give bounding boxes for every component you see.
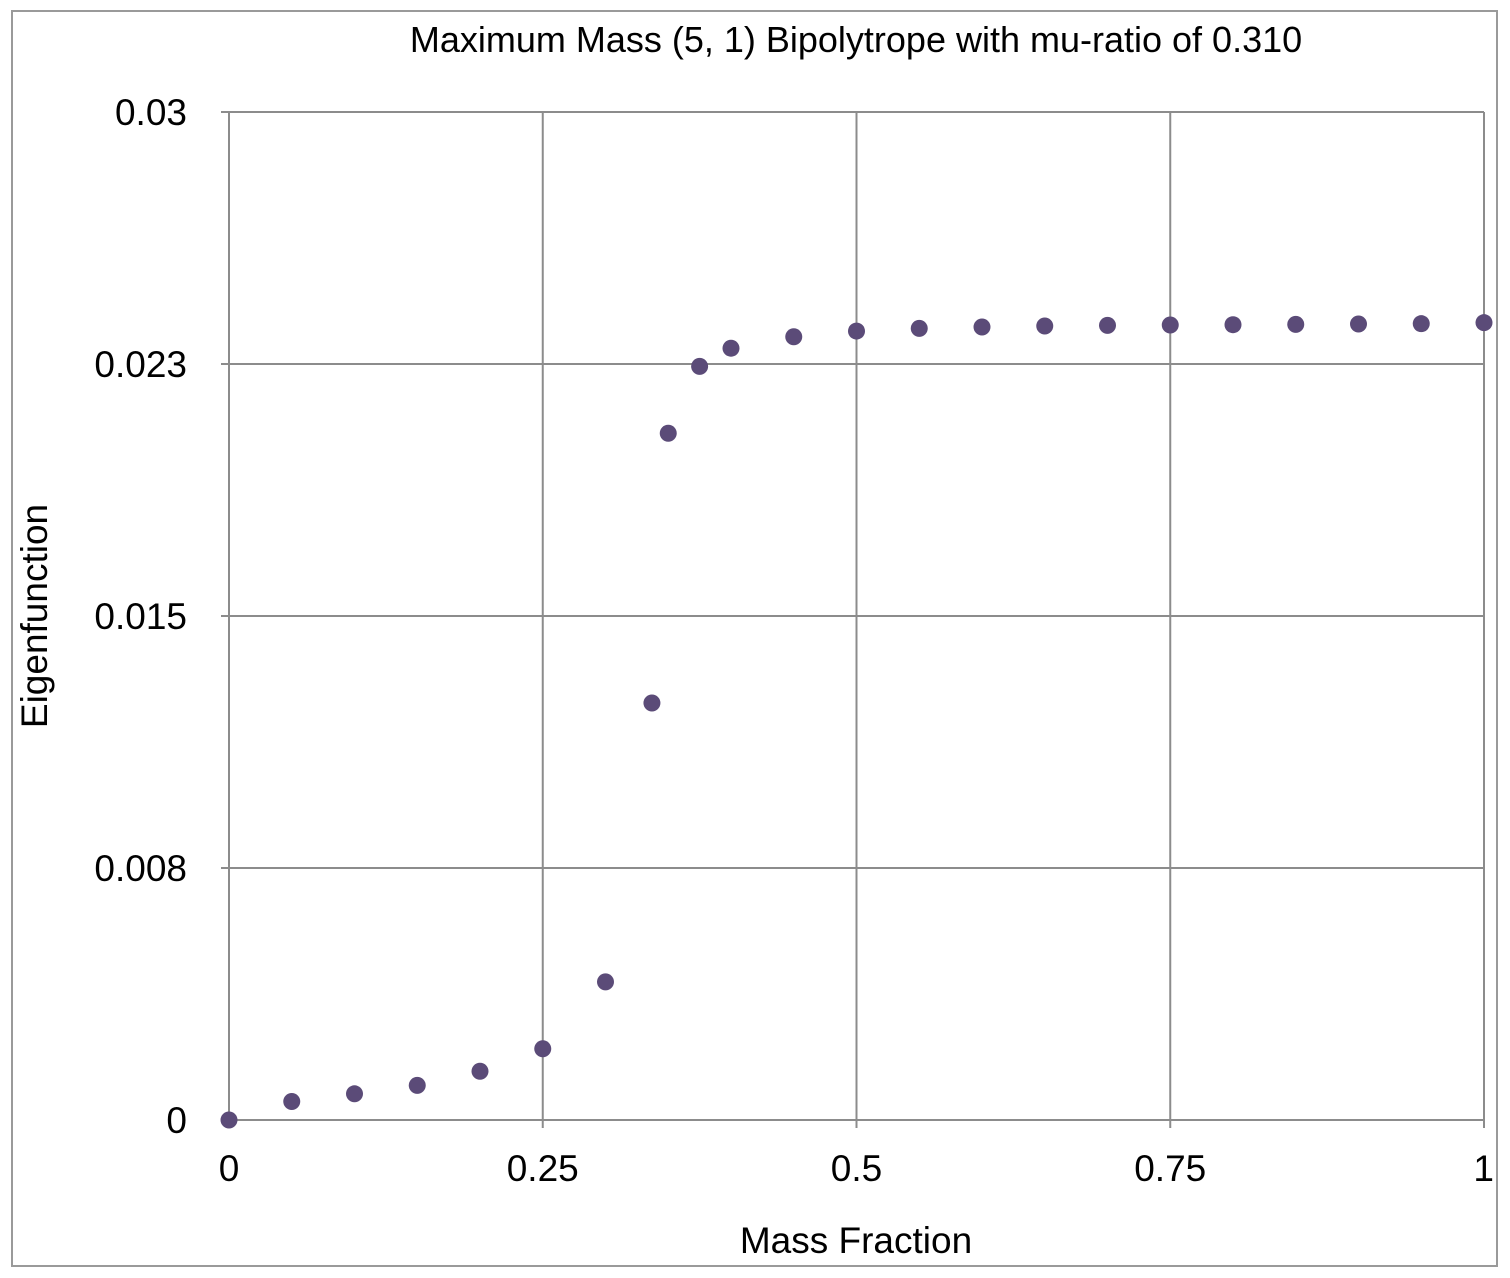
data-point: [220, 1111, 238, 1129]
data-point: [1036, 317, 1054, 335]
data-point: [471, 1062, 489, 1080]
data-point: [597, 973, 614, 991]
data-point: [691, 357, 709, 375]
data-point: [910, 319, 928, 337]
data-point: [534, 1040, 552, 1058]
data-point: [848, 322, 865, 340]
data-point: [973, 318, 991, 336]
x-tick-label: 1: [1473, 1148, 1494, 1189]
x-axis-title: Mass Fraction: [740, 1220, 972, 1261]
y-tick-label: 0: [166, 1100, 187, 1141]
y-axis-tick-labels: 0 0.008 0.015 0.023 0.03: [94, 92, 187, 1141]
y-tick-label: 0.03: [115, 92, 187, 133]
data-point: [1475, 314, 1493, 332]
data-point: [346, 1085, 363, 1103]
x-axis-tick-labels: 0 0.25 0.5 0.75 1: [219, 1148, 1494, 1189]
data-point: [1287, 315, 1305, 333]
grid-layer: [221, 111, 1485, 1128]
data-point: [1350, 315, 1367, 333]
y-axis-title: Eigenfunction: [14, 504, 55, 728]
x-tick-label: 0.75: [1134, 1148, 1206, 1189]
x-tick-label: 0: [219, 1148, 240, 1189]
chart-title: Maximum Mass (5, 1) Bipolytrope with mu-…: [410, 19, 1302, 60]
data-point: [722, 339, 740, 357]
x-tick-label: 0.25: [507, 1148, 579, 1189]
chart-frame: [11, 10, 1498, 1267]
data-point: [1161, 316, 1179, 334]
data-point: [643, 694, 661, 712]
data-point: [1224, 316, 1242, 334]
y-tick-label: 0.008: [94, 848, 187, 889]
data-point: [1412, 315, 1430, 333]
data-point: [408, 1076, 426, 1094]
data-point: [785, 328, 803, 346]
y-tick-label: 0.015: [94, 596, 187, 637]
y-tick-label: 0.023: [94, 344, 187, 385]
data-point: [1099, 316, 1116, 334]
x-tick-label: 0.5: [831, 1148, 882, 1189]
data-point: [283, 1093, 301, 1111]
data-point: [659, 424, 677, 442]
data-points: [220, 314, 1493, 1129]
